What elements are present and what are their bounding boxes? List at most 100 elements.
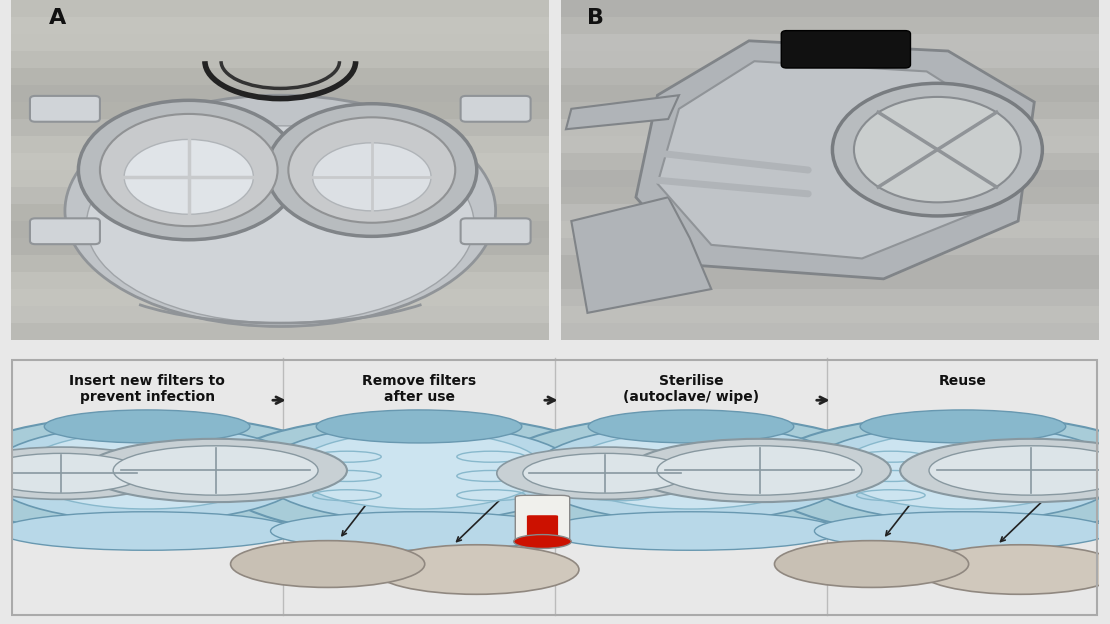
Bar — [11, 187, 549, 204]
Ellipse shape — [837, 432, 1089, 509]
Bar — [11, 289, 549, 306]
Circle shape — [289, 117, 455, 223]
Circle shape — [79, 100, 299, 240]
Circle shape — [113, 446, 319, 495]
Bar — [561, 51, 1099, 68]
Circle shape — [832, 84, 1042, 216]
Bar — [561, 136, 1099, 153]
FancyBboxPatch shape — [515, 495, 569, 544]
Polygon shape — [572, 197, 712, 313]
Ellipse shape — [485, 416, 897, 537]
Bar — [11, 85, 549, 102]
Bar — [561, 323, 1099, 340]
Bar — [11, 17, 549, 34]
Bar — [561, 306, 1099, 323]
Bar — [561, 238, 1099, 255]
Bar — [11, 306, 549, 323]
Circle shape — [0, 454, 144, 493]
FancyBboxPatch shape — [461, 218, 531, 244]
Bar — [561, 170, 1099, 187]
Bar — [561, 255, 1099, 272]
Circle shape — [0, 447, 170, 499]
Circle shape — [514, 535, 572, 548]
FancyBboxPatch shape — [781, 31, 910, 68]
Bar — [561, 221, 1099, 238]
Ellipse shape — [860, 410, 1066, 443]
Ellipse shape — [64, 95, 496, 326]
Bar — [561, 187, 1099, 204]
Circle shape — [900, 439, 1110, 502]
Polygon shape — [566, 95, 679, 129]
Bar — [561, 102, 1099, 119]
Ellipse shape — [0, 416, 353, 537]
Polygon shape — [636, 41, 1035, 279]
Ellipse shape — [565, 432, 817, 509]
Ellipse shape — [293, 432, 545, 509]
Bar — [11, 51, 549, 68]
Ellipse shape — [316, 410, 522, 443]
Bar — [561, 68, 1099, 85]
Text: Insert new filters to
prevent infection: Insert new filters to prevent infection — [69, 374, 225, 404]
Bar — [11, 136, 549, 153]
Polygon shape — [657, 61, 1002, 258]
Ellipse shape — [0, 425, 307, 522]
Bar — [561, 85, 1099, 102]
Bar — [561, 289, 1099, 306]
Circle shape — [917, 545, 1110, 594]
Bar — [561, 0, 1099, 17]
Circle shape — [775, 540, 969, 587]
Ellipse shape — [44, 410, 250, 443]
Circle shape — [854, 97, 1021, 202]
Ellipse shape — [271, 512, 567, 550]
Text: B: B — [587, 8, 605, 28]
FancyBboxPatch shape — [461, 96, 531, 122]
FancyBboxPatch shape — [527, 515, 558, 542]
Circle shape — [100, 114, 278, 226]
Ellipse shape — [313, 143, 431, 211]
Bar — [561, 204, 1099, 221]
Bar — [561, 34, 1099, 51]
Circle shape — [84, 439, 347, 502]
Bar — [11, 255, 549, 272]
Text: Sterilise
(autoclave/ wipe): Sterilise (autoclave/ wipe) — [623, 374, 759, 404]
Bar — [561, 119, 1099, 136]
Bar — [11, 102, 549, 119]
Bar — [11, 68, 549, 85]
Circle shape — [266, 104, 477, 236]
FancyBboxPatch shape — [30, 218, 100, 244]
Bar — [11, 34, 549, 51]
Ellipse shape — [531, 425, 851, 522]
Bar — [11, 272, 549, 289]
Ellipse shape — [213, 416, 625, 537]
Ellipse shape — [588, 410, 794, 443]
Text: A: A — [49, 8, 65, 28]
Ellipse shape — [815, 512, 1110, 550]
Text: Reuse: Reuse — [939, 374, 987, 388]
Circle shape — [628, 439, 891, 502]
Ellipse shape — [259, 425, 579, 522]
Ellipse shape — [803, 425, 1110, 522]
Ellipse shape — [124, 139, 253, 214]
Bar — [11, 170, 549, 187]
Circle shape — [657, 446, 862, 495]
Bar — [561, 17, 1099, 34]
Bar — [561, 272, 1099, 289]
Ellipse shape — [21, 432, 273, 509]
Ellipse shape — [543, 512, 839, 550]
Bar — [561, 153, 1099, 170]
Bar — [11, 153, 549, 170]
Ellipse shape — [757, 416, 1110, 537]
Circle shape — [523, 454, 688, 493]
Circle shape — [929, 446, 1110, 495]
Circle shape — [373, 545, 579, 594]
Bar — [11, 323, 549, 340]
Circle shape — [231, 540, 425, 587]
Ellipse shape — [87, 126, 474, 323]
Bar — [11, 119, 549, 136]
Bar — [11, 204, 549, 221]
Bar — [11, 221, 549, 238]
Bar — [11, 238, 549, 255]
Circle shape — [497, 447, 714, 499]
FancyBboxPatch shape — [30, 96, 100, 122]
Text: Remove filters
after use: Remove filters after use — [362, 374, 476, 404]
